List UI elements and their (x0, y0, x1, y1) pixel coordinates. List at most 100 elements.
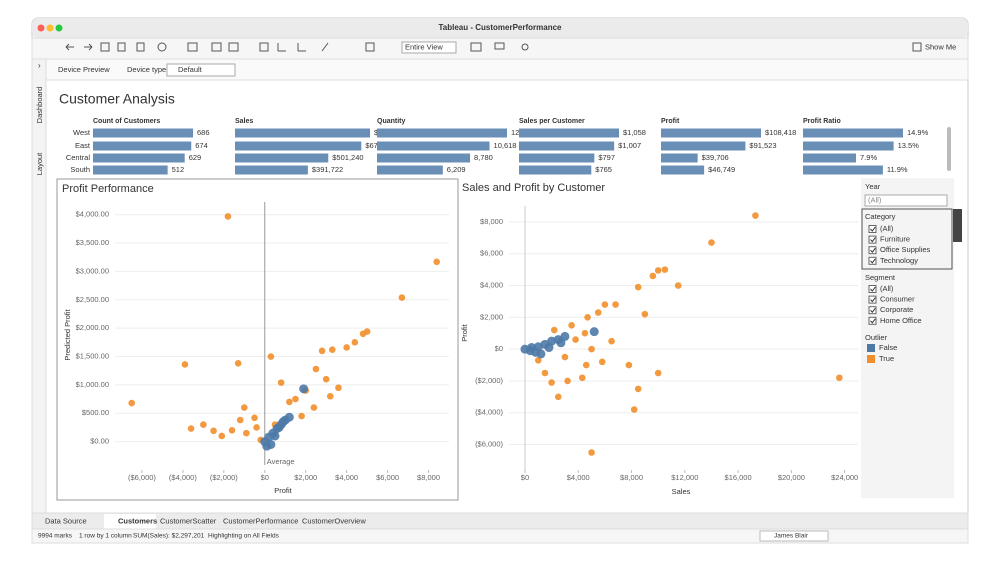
sheet-tab[interactable]: Customers (118, 516, 157, 525)
fit-icon[interactable] (470, 42, 482, 52)
bar (377, 128, 507, 138)
legend-label: False (879, 343, 897, 352)
scatter-point (181, 361, 189, 368)
sheet-tab[interactable]: Data Source (45, 516, 87, 525)
scatter-point (234, 360, 242, 367)
show-me-icon[interactable] (912, 42, 922, 52)
scatter-point (556, 338, 566, 348)
scatter-point (253, 424, 260, 431)
checkbox[interactable] (868, 225, 877, 233)
refresh-icon[interactable] (157, 42, 167, 52)
bar-label: 13.5% (898, 141, 920, 150)
device-preview[interactable]: Device Preview (58, 65, 110, 74)
checkbox[interactable] (868, 246, 877, 255)
scatter-point (278, 417, 288, 427)
bar-label: $1,058 (623, 128, 646, 137)
bar (803, 128, 903, 138)
user-dropdown[interactable] (759, 530, 829, 542)
minimize-button[interactable] (46, 24, 54, 32)
save-icon[interactable] (100, 42, 110, 52)
title-bar (32, 18, 968, 38)
scatter-point (359, 330, 367, 338)
duplicate-icon[interactable] (211, 42, 222, 52)
filter-controls[interactable] (953, 209, 962, 242)
highlight-icon[interactable] (321, 42, 329, 52)
checkbox[interactable] (868, 256, 877, 265)
zoom-button[interactable] (55, 24, 63, 32)
checkmark (870, 237, 876, 243)
share-icon[interactable] (521, 43, 529, 51)
scrollbar[interactable] (947, 127, 951, 171)
checkbox[interactable] (868, 285, 877, 293)
toolbar-icons (65, 42, 922, 52)
view-dropdown[interactable] (401, 41, 457, 54)
data-icon[interactable] (136, 42, 145, 52)
year-value: (All) (868, 195, 882, 204)
scatter-point (581, 329, 589, 337)
legend-swatch (867, 355, 875, 363)
bar (93, 165, 168, 175)
scatter-point (240, 404, 248, 411)
filter-option: (All) (880, 284, 894, 293)
bar-label: 8,780 (474, 153, 493, 162)
scatter-point (536, 349, 546, 359)
scatter-point (550, 326, 558, 334)
bar (235, 165, 308, 175)
filter-option: Office Supplies (880, 245, 931, 254)
sort-icons[interactable] (277, 43, 306, 52)
show-me[interactable]: Show Me (925, 42, 956, 51)
sheet-icon[interactable] (187, 42, 198, 52)
filter-option: Technology (880, 256, 918, 265)
x-tick-label: ($2,000) (210, 473, 238, 482)
scatter-point (228, 426, 236, 434)
collapse-arrow[interactable]: › (38, 61, 41, 70)
scatter-point (251, 414, 258, 422)
bar-label: 512 (172, 165, 185, 174)
y-tick-label: $2,000 (480, 312, 503, 321)
checkbox[interactable] (868, 306, 877, 315)
profit-performance-card (56, 178, 459, 501)
undo-icon[interactable] (65, 43, 74, 51)
year-dropdown[interactable] (864, 194, 948, 207)
bar (377, 165, 443, 175)
sheet-tab[interactable]: CustomerOverview (302, 516, 366, 525)
label-icon[interactable] (365, 42, 375, 52)
y-tick-label: $8,000 (480, 217, 503, 226)
checkmark (870, 286, 876, 292)
y-axis-label: Predicted Profit (63, 308, 72, 360)
scatter-point (564, 377, 571, 385)
scatter-point (654, 369, 662, 377)
sheet-tab[interactable]: CustomerPerformance (223, 516, 298, 525)
scatter-point (236, 416, 244, 424)
checkbox[interactable] (868, 316, 877, 325)
device-type-dropdown[interactable] (166, 63, 236, 77)
checkbox[interactable] (868, 295, 877, 304)
status-item: 9994 marks (38, 533, 73, 540)
bar (803, 153, 857, 163)
bar-label: $91,523 (749, 141, 776, 150)
new-icon[interactable] (117, 42, 126, 52)
redo-icon[interactable] (84, 43, 93, 51)
scatter-point (634, 283, 642, 291)
presentation-icon[interactable] (494, 42, 505, 50)
close-button[interactable] (37, 24, 45, 32)
scatter-point (836, 374, 843, 382)
view-mode: Entire View (405, 42, 443, 51)
y-tick-label: $1,000.00 (76, 380, 109, 389)
checkbox[interactable] (868, 235, 877, 244)
bar-label: $39,706 (702, 153, 729, 162)
scatter-point (310, 404, 318, 411)
side-tab[interactable]: Layout (35, 152, 44, 175)
legend-swatch (867, 344, 875, 352)
bar-label: 674 (195, 141, 208, 150)
clear-icon[interactable] (228, 42, 239, 52)
scatter-point (329, 346, 336, 354)
x-tick-label: $0 (521, 473, 529, 482)
side-tab[interactable]: Dashboard (35, 87, 44, 124)
scatter-point (277, 379, 285, 386)
swap-icon[interactable] (259, 42, 269, 52)
sheet-tab[interactable]: CustomerScatter (160, 516, 217, 525)
y-tick-label: $4,000 (480, 281, 503, 290)
